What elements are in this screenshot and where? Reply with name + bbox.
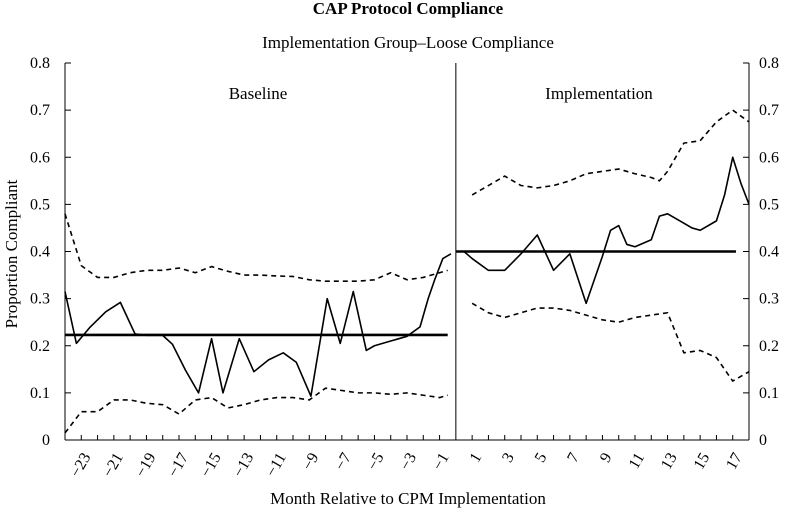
y-axis-label: Proportion Compliant: [2, 179, 21, 328]
x-tick-label: −11: [263, 450, 290, 480]
y-tick-label-right: 0.7: [759, 102, 779, 119]
y-tick-label-left: 0.3: [30, 291, 50, 308]
x-tick-label: −15: [197, 450, 224, 480]
y-tick-label-left: 0.8: [30, 55, 50, 72]
x-tick-label: −7: [332, 450, 355, 473]
y-tick-label-right: 0.5: [759, 196, 779, 213]
x-tick-label: 13: [658, 450, 681, 472]
x-tick-label: −17: [165, 450, 192, 480]
y-tick-label-left: 0.1: [30, 385, 50, 402]
y-tick-label-left: 0.4: [30, 244, 50, 261]
x-tick-label: −9: [299, 450, 322, 473]
y-tick-label-right: 0.3: [759, 291, 779, 308]
chart-title: CAP Protocol Compliance: [313, 0, 504, 18]
series-layer: [64, 109, 750, 434]
y-tick-label-left: 0.7: [30, 102, 50, 119]
x-tick-label: −21: [100, 450, 127, 480]
baseline-panel-label: Baseline: [229, 84, 288, 103]
y-tick-label-left: 0.6: [30, 149, 50, 166]
x-tick-label: −13: [230, 450, 257, 480]
implementation-panel-label: Implementation: [545, 84, 653, 103]
baseline-upper-bound-line: [64, 213, 448, 282]
x-tick-label: 9: [597, 450, 616, 465]
x-tick-label: −5: [364, 450, 387, 473]
baseline-lower-bound-line: [64, 387, 448, 434]
x-tick-label: 1: [467, 450, 486, 465]
x-tick-label: 17: [723, 450, 746, 472]
implementation-compliance-line: [455, 156, 750, 305]
x-tick-label: −19: [132, 450, 159, 480]
ticks-layer: 0 0.1 0.2 0.3 0.4 0.5 0.6 0.7 0.8 0 0.1 0.2 0.3 0.4 0.…: [30, 55, 779, 480]
chart-subtitle: Implementation Group–Loose Compliance: [262, 33, 554, 52]
x-tick-label: −23: [67, 450, 94, 480]
implementation-upper-bound-line: [471, 109, 750, 196]
x-tick-label: 15: [691, 450, 714, 472]
y-tick-label-right: 0.1: [759, 385, 779, 402]
x-tick-label: 7: [564, 450, 583, 465]
y-tick-label-left: 0.2: [30, 338, 50, 355]
y-tick-label-right: 0.2: [759, 338, 779, 355]
x-tick-label: −1: [429, 450, 452, 473]
x-axis-label: Month Relative to CPM Implementation: [270, 489, 546, 508]
y-tick-label-right: 0: [759, 432, 767, 449]
x-tick-label: 3: [499, 450, 518, 465]
x-tick-label: −3: [397, 450, 420, 473]
x-tick-label: 11: [626, 450, 648, 472]
y-tick-label-left: 0: [42, 432, 50, 449]
y-tick-label-right: 0.4: [759, 244, 779, 261]
y-tick-label-right: 0.8: [759, 55, 779, 72]
x-tick-label: 5: [532, 450, 551, 465]
y-tick-label-left: 0.5: [30, 196, 50, 213]
y-tick-label-right: 0.6: [759, 149, 779, 166]
implementation-lower-bound-line: [471, 302, 750, 382]
